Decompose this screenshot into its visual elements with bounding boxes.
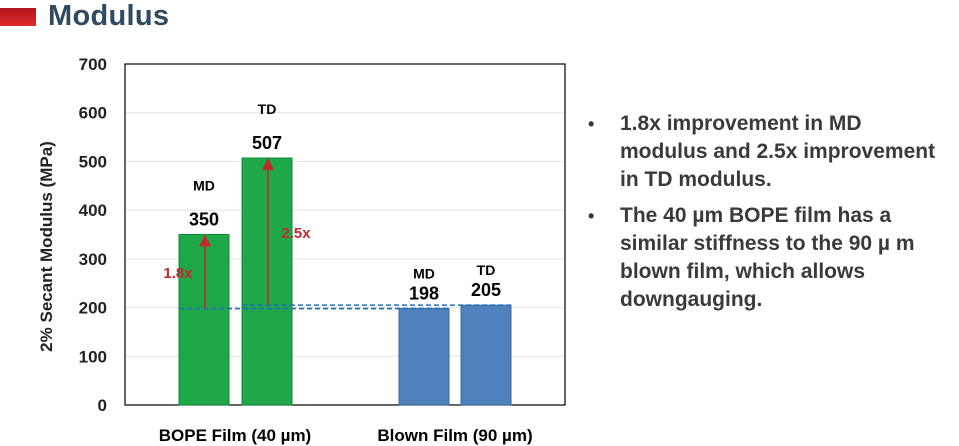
plot-frame: [124, 63, 566, 406]
x-category-label: Blown Film (90 µm): [377, 426, 532, 445]
y-tick-label: 700: [79, 55, 107, 74]
page-title: Modulus: [48, 0, 170, 32]
bar-series-label: MD: [413, 266, 435, 282]
y-tick-label: 200: [79, 299, 107, 318]
bar-value-label: 205: [471, 280, 501, 300]
bar-value-label: 507: [252, 133, 282, 153]
improvement-label: 2.5x: [281, 225, 311, 242]
bar: [398, 308, 450, 406]
y-axis-label: 2% Secant Modulus (MPa): [37, 141, 56, 352]
title-accent-bar: [0, 8, 36, 26]
bar: [178, 234, 230, 406]
x-category-label: BOPE Film (40 µm): [159, 426, 311, 445]
bar-value-label: 350: [189, 210, 219, 230]
bar-series-label: MD: [193, 178, 215, 194]
bar: [460, 304, 512, 406]
bullet-item: 1.8x improvement in MD modulus and 2.5x …: [588, 110, 938, 194]
modulus-bar-chart: 0 100 200 300 400 500 600 700 2% Secant Modulus …: [37, 55, 566, 445]
bar: [241, 157, 293, 406]
improvement-label: 1.8x: [163, 265, 193, 282]
y-tick-label: 300: [79, 250, 107, 269]
bar-value-label: 198: [409, 284, 439, 304]
y-tick-label: 100: [79, 347, 107, 366]
y-tick-label: 600: [79, 104, 107, 123]
y-tick-label: 500: [79, 152, 107, 171]
bar-series-label: TD: [477, 262, 496, 278]
key-findings-list: 1.8x improvement in MD modulus and 2.5x …: [588, 110, 938, 322]
bar-series-label: TD: [258, 101, 277, 117]
y-tick-label: 0: [98, 396, 107, 415]
y-tick-label: 400: [79, 201, 107, 220]
bullet-item: The 40 µm BOPE film has a similar stiffn…: [588, 202, 938, 314]
